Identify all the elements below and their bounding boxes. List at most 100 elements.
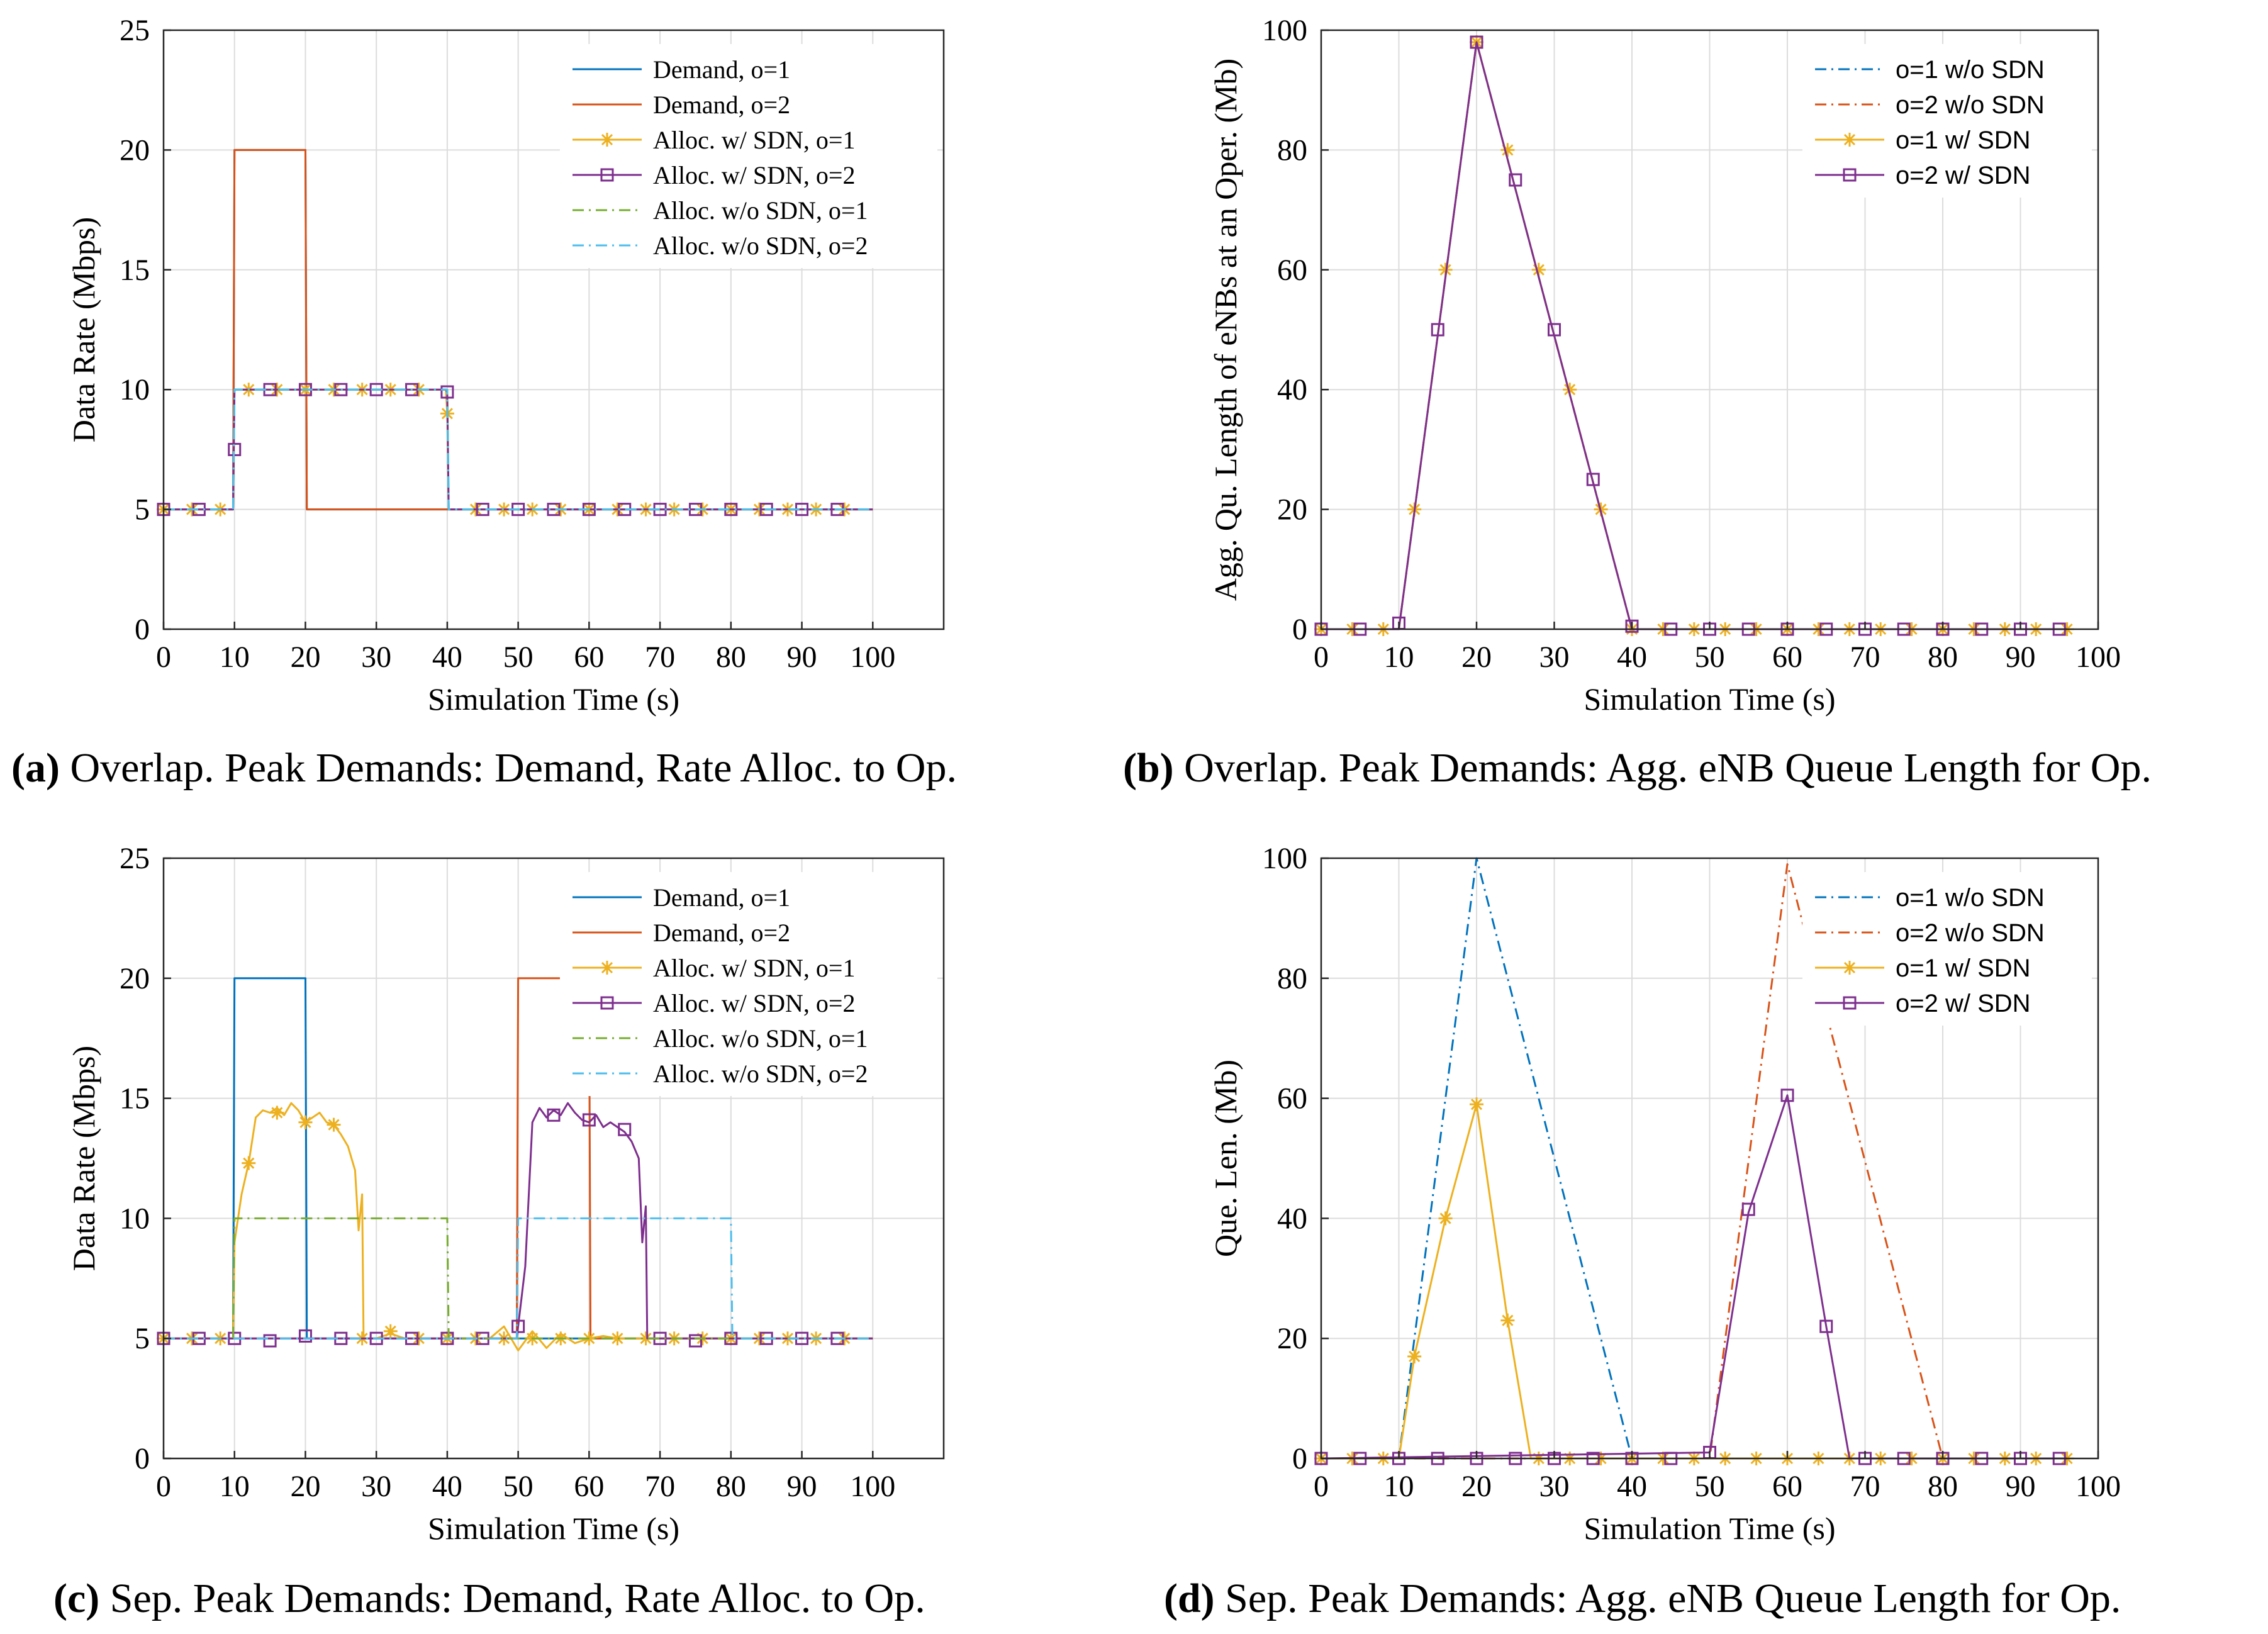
- legend: [560, 872, 937, 1096]
- x-tick-label: 20: [1461, 1470, 1492, 1503]
- series-3-marker: [298, 1115, 313, 1129]
- series-4-marker: [688, 1334, 702, 1348]
- legend-entry-1: o=1 w/o SDN: [1896, 884, 2045, 912]
- x-tick-label: 70: [1850, 641, 1880, 674]
- x-tick-label: 10: [220, 641, 250, 674]
- x-tick-label: 10: [1384, 641, 1414, 674]
- x-tick-label: 30: [361, 1470, 391, 1503]
- chart-panel-a: 0 10 20 30 40 50 60 70 80 90 100 0 5 10 15 20 25 Simulati…: [66, 14, 945, 717]
- x-tick-label: 40: [432, 1470, 462, 1503]
- chart-panel-c: 0 10 20 30 40 50 60 70 80 90 100 0 5 10 15 20 25 Simulati…: [66, 842, 945, 1546]
- y-tick-label: 100: [1262, 14, 1307, 47]
- y-tick-label: 20: [120, 962, 150, 995]
- legend: [1802, 872, 2092, 1026]
- series-3-marker: [1407, 1349, 1422, 1363]
- legend-marker-4: [1843, 168, 1857, 182]
- y-tick-label: 5: [135, 493, 150, 527]
- series-3-marker: [1500, 143, 1515, 157]
- series-4-marker: [1625, 619, 1639, 633]
- x-tick-label: 20: [290, 1470, 320, 1503]
- chart-panel-d: 0 10 20 30 40 50 60 70 80 90 100 0 20 40 60 80 100 Simula…: [1208, 842, 2121, 1546]
- y-axis-label: Que. Len. (Mb): [1208, 1060, 1243, 1257]
- series-group: [157, 977, 873, 1351]
- x-tick-label: 60: [1772, 1470, 1802, 1503]
- y-axis-label: Data Rate (Mbps): [66, 1046, 101, 1271]
- legend-marker-3: [1843, 133, 1857, 147]
- series-4-marker: [1819, 1319, 1833, 1333]
- legend-entry-4: Alloc. w/ SDN, o=2: [653, 989, 855, 1017]
- legend-marker-4: [600, 168, 614, 182]
- series-4-marker: [547, 1108, 561, 1122]
- series-4-marker: [1431, 323, 1444, 337]
- series-3-marker: [270, 1105, 284, 1120]
- series-3-marker: [327, 1117, 341, 1132]
- series-line-3: [1321, 1103, 2067, 1460]
- x-tick-label: 90: [787, 641, 817, 674]
- x-tick-label: 50: [503, 641, 533, 674]
- y-tick-label: 20: [1277, 493, 1307, 527]
- x-tick-label: 0: [156, 641, 171, 674]
- x-tick-label: 40: [1617, 641, 1647, 674]
- legend-entry-5: Alloc. w/o SDN, o=1: [653, 1024, 868, 1053]
- y-axis-label: Agg. Qu. Length of eNBs at an Oper. (Mb): [1208, 59, 1243, 601]
- series-4-marker: [263, 1334, 277, 1348]
- legend-entry-5: Alloc. w/o SDN, o=1: [653, 196, 868, 225]
- x-tick-label: 90: [2006, 1470, 2036, 1503]
- series-4-marker: [1586, 473, 1600, 486]
- series-4-marker: [1509, 173, 1522, 187]
- x-tick-label: 10: [1384, 1470, 1414, 1503]
- x-tick-label: 40: [432, 641, 462, 674]
- x-tick-label: 50: [1695, 1470, 1725, 1503]
- series-4-marker: [440, 385, 454, 399]
- series-3-marker: [1563, 383, 1577, 397]
- x-tick-label: 40: [1617, 1470, 1647, 1503]
- series-3-marker: [639, 1331, 653, 1346]
- x-tick-label: 90: [787, 1470, 817, 1503]
- y-tick-label: 60: [1277, 254, 1307, 287]
- legend-entry-2: Demand, o=2: [653, 91, 790, 119]
- legend: [1802, 44, 2092, 198]
- series-line-4: [164, 1102, 873, 1340]
- x-tick-label: 80: [1928, 1470, 1958, 1503]
- x-tick-label: 30: [361, 641, 391, 674]
- series-4-marker: [1548, 323, 1561, 337]
- x-tick-label: 50: [1695, 641, 1725, 674]
- series-line-6: [164, 388, 873, 511]
- series-3-marker: [242, 1156, 256, 1170]
- plot-frame: [162, 857, 945, 1460]
- x-tick-label: 0: [1314, 1470, 1329, 1503]
- legend-marker-3: [600, 961, 614, 975]
- x-tick-label: 100: [850, 1470, 895, 1503]
- series-group: [157, 148, 873, 517]
- y-tick-label: 60: [1277, 1082, 1307, 1116]
- legend-entry-4: Alloc. w/ SDN, o=2: [653, 161, 855, 189]
- x-tick-label: 80: [716, 1470, 746, 1503]
- y-tick-label: 15: [120, 254, 150, 287]
- caption-c: (c) Sep. Peak Demands: Demand, Rate Allo…: [53, 1575, 925, 1621]
- series-line-3: [164, 1102, 873, 1351]
- x-tick-label: 20: [290, 641, 320, 674]
- plot-frame: [162, 29, 945, 630]
- y-tick-label: 20: [120, 133, 150, 167]
- y-tick-label: 40: [1277, 373, 1307, 406]
- x-tick-label: 70: [1850, 1470, 1880, 1503]
- y-tick-label: 10: [120, 373, 150, 406]
- series-3-marker: [610, 1331, 625, 1346]
- caption-d: (d) Sep. Peak Demands: Agg. eNB Queue Le…: [1164, 1575, 2121, 1621]
- legend-entry-1: Demand, o=1: [653, 883, 790, 912]
- y-tick-label: 0: [135, 613, 150, 646]
- x-axis-label: Simulation Time (s): [1584, 681, 1835, 717]
- x-tick-label: 100: [2075, 641, 2121, 674]
- legend-entry-6: Alloc. w/o SDN, o=2: [653, 1060, 868, 1088]
- legend-entry-4: o=2 w/ SDN: [1896, 162, 2031, 189]
- x-axis-label: Simulation Time (s): [1584, 1511, 1835, 1546]
- legend-entry-4: o=2 w/ SDN: [1896, 990, 2031, 1017]
- legend-marker-4: [1843, 996, 1857, 1010]
- x-tick-label: 70: [645, 1470, 675, 1503]
- y-tick-label: 80: [1277, 133, 1307, 167]
- series-line-5: [164, 1217, 873, 1340]
- y-tick-label: 0: [1292, 613, 1307, 646]
- series-4-marker: [1741, 1202, 1755, 1216]
- x-tick-label: 90: [2006, 641, 2036, 674]
- x-tick-label: 10: [220, 1470, 250, 1503]
